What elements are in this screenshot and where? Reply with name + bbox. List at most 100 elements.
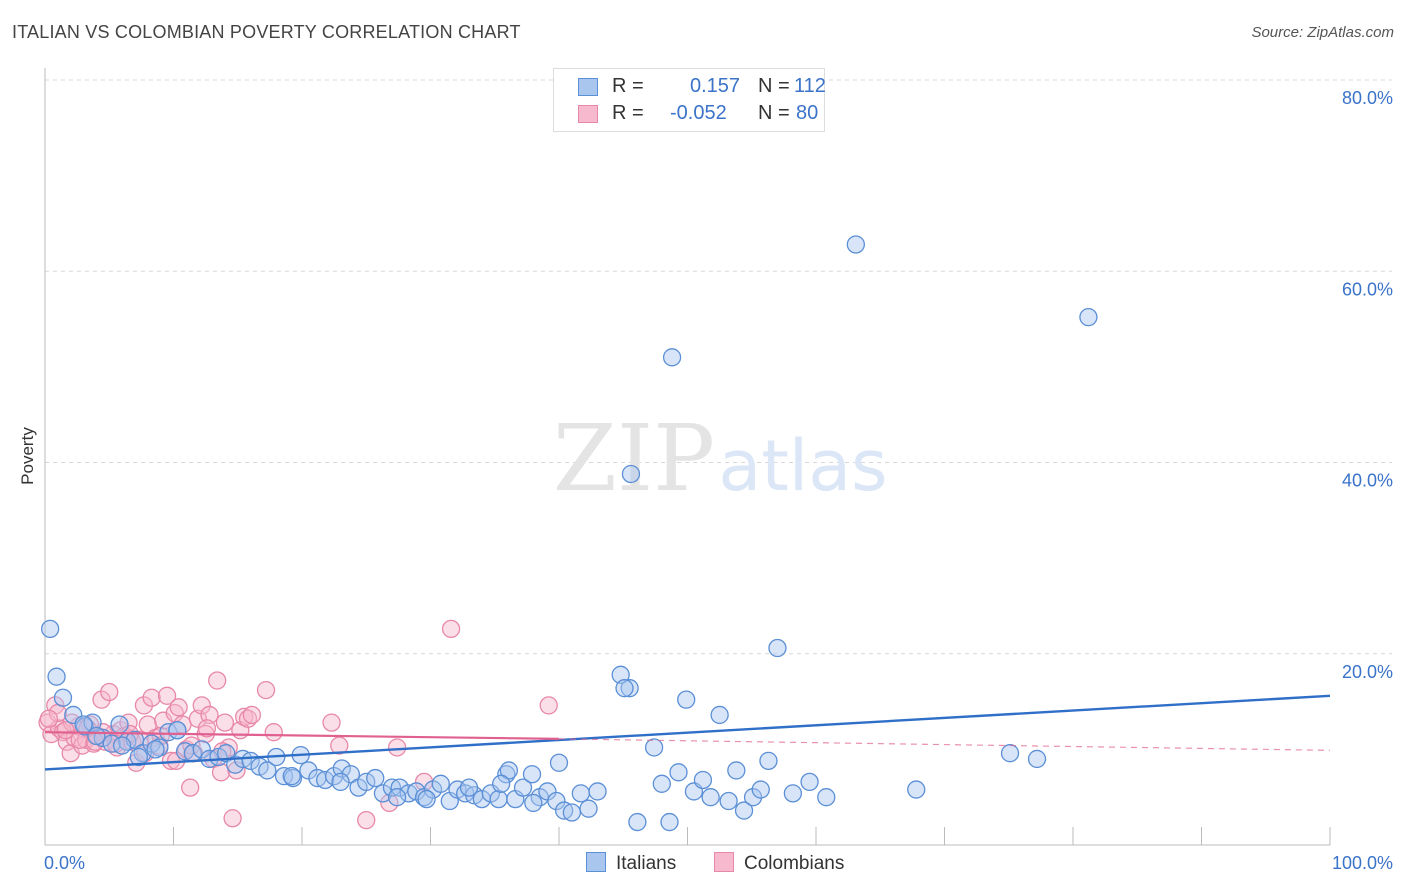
data-point bbox=[168, 721, 187, 740]
trend-lines bbox=[44, 694, 1331, 771]
data-point bbox=[211, 763, 231, 782]
y-tick-label: 80.0% bbox=[1342, 88, 1393, 108]
watermark-zip: ZIP bbox=[553, 405, 715, 512]
legend-n-label: N = bbox=[758, 75, 790, 97]
data-point bbox=[159, 723, 178, 742]
data-point bbox=[112, 736, 132, 755]
data-point bbox=[47, 667, 66, 686]
data-point bbox=[907, 780, 926, 799]
data-point bbox=[693, 770, 713, 790]
data-point bbox=[40, 619, 60, 639]
data-point bbox=[489, 789, 508, 809]
data-point bbox=[644, 738, 664, 757]
data-point bbox=[579, 799, 598, 818]
data-point bbox=[223, 809, 242, 828]
data-point bbox=[282, 767, 301, 786]
data-point bbox=[322, 713, 341, 732]
legend-swatch-colombians bbox=[578, 105, 598, 123]
bottom-legend-italians: Italians bbox=[586, 852, 676, 875]
data-point bbox=[146, 740, 165, 759]
trend-line-italians bbox=[44, 694, 1331, 771]
y-tick-label: 60.0% bbox=[1342, 279, 1393, 299]
data-point bbox=[1027, 749, 1047, 769]
data-point bbox=[192, 740, 211, 759]
data-point bbox=[56, 721, 75, 740]
data-point bbox=[227, 761, 246, 780]
series-italians-points bbox=[40, 235, 1098, 832]
data-point bbox=[242, 705, 262, 725]
data-point bbox=[669, 763, 688, 782]
data-point bbox=[846, 235, 865, 254]
data-point bbox=[357, 810, 376, 830]
y-tick-labels: 20.0% 40.0% 60.0% 80.0% bbox=[1342, 88, 1393, 682]
legend-r-value-italians: 0.157 bbox=[690, 75, 741, 97]
data-point bbox=[734, 801, 754, 820]
bottom-legend-colombians: Colombians bbox=[714, 852, 844, 875]
data-point bbox=[701, 788, 720, 807]
data-point bbox=[547, 791, 566, 811]
data-point bbox=[800, 772, 819, 792]
x-tick-labels: 0.0% 100.0% bbox=[44, 853, 1393, 873]
data-point bbox=[53, 688, 73, 707]
data-point bbox=[134, 696, 154, 715]
data-point bbox=[431, 774, 450, 793]
data-point bbox=[549, 753, 569, 772]
data-point bbox=[181, 778, 200, 797]
data-point bbox=[192, 696, 211, 715]
axes bbox=[44, 68, 1331, 846]
data-point bbox=[621, 464, 641, 484]
data-point bbox=[459, 778, 479, 797]
data-point bbox=[513, 778, 533, 797]
data-point bbox=[783, 784, 803, 803]
chart-source: Source: ZipAtlas.com bbox=[1251, 24, 1394, 41]
data-point bbox=[208, 671, 227, 690]
data-point bbox=[92, 690, 111, 709]
data-point bbox=[142, 688, 161, 707]
data-point bbox=[727, 761, 746, 780]
data-point bbox=[719, 791, 738, 811]
data-point bbox=[522, 765, 542, 784]
data-point bbox=[615, 679, 634, 698]
data-point bbox=[197, 719, 217, 738]
legend-r-label: R = bbox=[612, 75, 644, 97]
data-point bbox=[571, 784, 590, 803]
legend-n-value-colombians: 80 bbox=[796, 102, 819, 124]
trend-line-colombians-extrapolated bbox=[558, 738, 1331, 751]
data-point bbox=[743, 788, 763, 807]
data-point bbox=[39, 709, 59, 728]
data-point bbox=[652, 774, 671, 793]
x-tick-label: 0.0% bbox=[44, 853, 85, 873]
grid-lines bbox=[45, 79, 1392, 655]
data-point bbox=[332, 759, 351, 778]
data-point bbox=[662, 348, 682, 367]
data-point bbox=[620, 679, 639, 698]
data-point bbox=[357, 772, 376, 792]
data-point bbox=[417, 789, 436, 809]
data-point bbox=[215, 713, 235, 732]
data-point bbox=[256, 680, 276, 700]
data-point bbox=[387, 738, 407, 757]
data-point bbox=[382, 778, 402, 797]
data-point bbox=[157, 686, 177, 705]
y-axis-label: Poverty bbox=[18, 427, 37, 485]
data-point bbox=[562, 803, 581, 822]
data-point bbox=[1000, 744, 1020, 763]
data-point bbox=[74, 715, 93, 734]
watermark-atlas: atlas bbox=[718, 425, 887, 507]
data-point bbox=[628, 812, 647, 832]
data-point bbox=[331, 772, 350, 792]
bottom-legend-label-colombians: Colombians bbox=[744, 853, 845, 874]
data-point bbox=[751, 780, 770, 799]
data-point bbox=[264, 723, 283, 742]
legend-n-label: N = bbox=[758, 102, 790, 124]
data-point bbox=[710, 705, 729, 725]
trend-line-colombians bbox=[44, 731, 560, 740]
data-point bbox=[539, 696, 558, 715]
data-point bbox=[387, 788, 407, 807]
legend-r-label: R = bbox=[612, 102, 644, 124]
data-point bbox=[258, 761, 277, 780]
data-point bbox=[373, 784, 393, 803]
bottom-legend-label-italians: Italians bbox=[616, 853, 677, 874]
chart-title: ITALIAN VS COLOMBIAN POVERTY CORRELATION… bbox=[12, 22, 521, 42]
